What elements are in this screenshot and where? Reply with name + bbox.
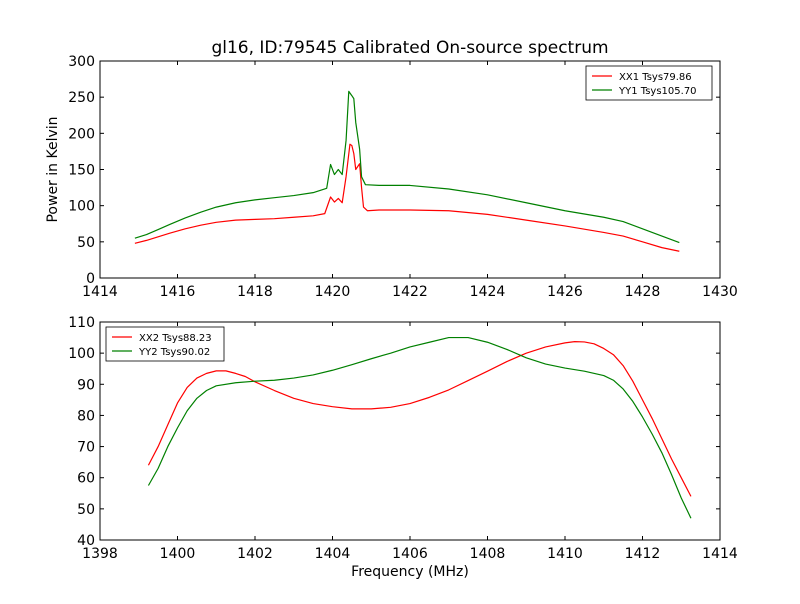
y-tick-label: 40 [77,533,95,549]
x-tick-label: 1412 [625,546,661,562]
x-tick-label: 1404 [315,546,351,562]
legend: XX1 Tsys79.86 YY1 Tsys105.70 [585,65,713,101]
subplot-2: 1398 1400 1402 1404 1406 1408 1410 1412 1414 40 50… [68,315,738,580]
y-tick-label: 70 [77,440,95,456]
x-tick-label: 1428 [625,284,661,300]
x-tick-label: 1424 [470,284,506,300]
y-tick-label: 100 [68,346,95,362]
x-tick-label: 1418 [237,284,273,300]
legend-box [105,326,225,362]
y-tick-label: 110 [68,315,95,331]
chart-title: gl16, ID:79545 Calibrated On-source spec… [211,38,608,58]
y-tick-label: 80 [77,408,95,424]
y-tick-label: 50 [77,235,95,251]
x-tick-label: 1398 [82,546,118,562]
series-line-1 [147,341,692,497]
y-tick-label: 300 [68,54,95,70]
x-tick-label: 1414 [702,546,738,562]
x-tick-label: 1410 [547,546,583,562]
x-tick-label: 1420 [315,284,351,300]
series-line-2 [147,336,692,519]
legend-entry-1: XX1 Tsys79.86 [619,72,692,83]
legend-entry-2: YY1 Tsys105.70 [618,86,697,97]
y-tick-label: 100 [68,199,95,215]
x-tick-label: 1430 [702,284,738,300]
legend-entry-1: XX2 Tsys88.23 [139,333,212,344]
y-tick-label: 200 [68,126,95,142]
y-tick-label: 90 [77,377,95,393]
y-tick-label: 150 [68,163,95,179]
series-line-1 [134,143,680,252]
legend-box [585,65,713,101]
y-tick-label: 0 [86,271,95,287]
x-tick-label: 1400 [160,546,196,562]
x-tick-label: 1408 [470,546,506,562]
y-tick-label: 50 [77,502,95,518]
x-tick-label: 1406 [392,546,428,562]
y-axis-label: Power in Kelvin [45,116,61,222]
legend: XX2 Tsys88.23 YY2 Tsys90.02 [105,326,225,362]
y-tick-label: 250 [68,90,95,106]
y-tick-label: 60 [77,471,95,487]
x-tick-label: 1402 [237,546,273,562]
x-tick-label: 1426 [547,284,583,300]
series-line-2 [134,90,680,244]
x-tick-label: 1422 [392,284,428,300]
x-tick-label: 1414 [82,284,118,300]
x-tick-label: 1416 [160,284,196,300]
subplot-1: 1414 1416 1418 1420 1422 1424 1426 1428 1430 0 50 1… [45,54,738,300]
x-axis-label: Frequency (MHz) [351,564,469,580]
legend-entry-2: YY2 Tsys90.02 [138,347,210,358]
